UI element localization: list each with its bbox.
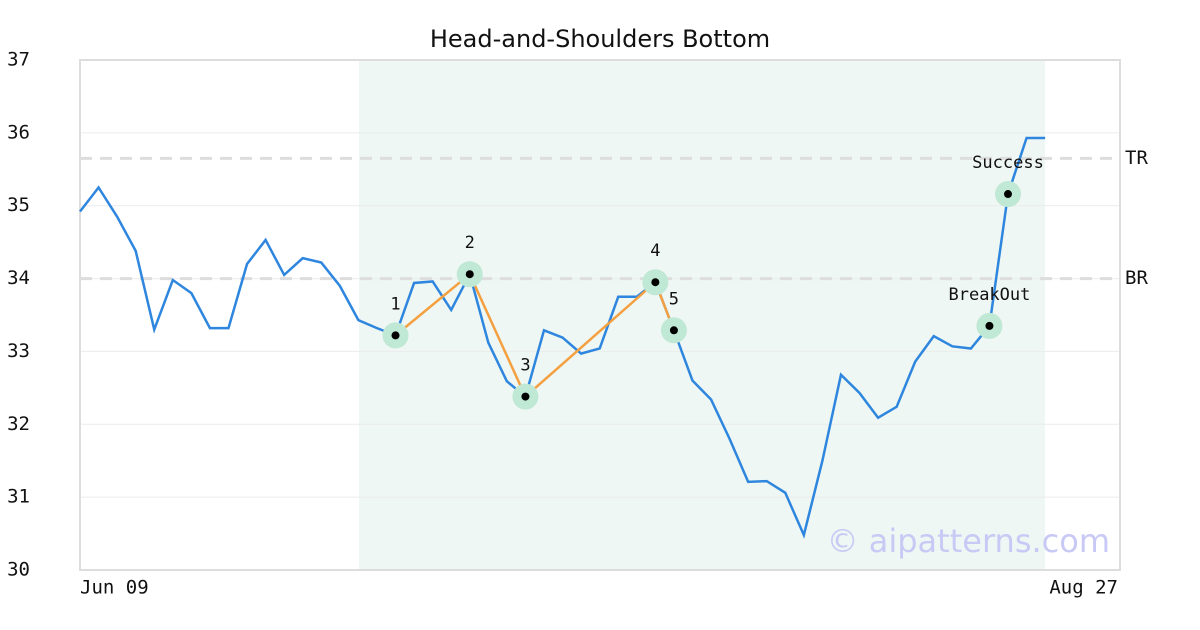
point-dot	[391, 331, 400, 340]
point-label: 3	[520, 356, 530, 376]
grid	[80, 59, 1120, 571]
y-tick-label: 32	[7, 413, 30, 435]
y-tick-label: 34	[7, 267, 30, 289]
pattern-region	[359, 60, 1045, 570]
point-label: BreakOut	[948, 285, 1030, 305]
point-dot	[669, 326, 678, 335]
point-dot	[1004, 190, 1012, 199]
plot-frame	[79, 59, 1121, 571]
point-label: 4	[650, 241, 660, 261]
point-label: 1	[390, 294, 400, 314]
y-tick-label: 36	[7, 121, 30, 143]
point-label: Success	[972, 153, 1044, 173]
point-dot	[465, 270, 474, 279]
y-tick-label: 33	[7, 340, 30, 362]
price-line	[79, 136, 1046, 539]
point-label: 5	[669, 289, 679, 309]
y-tick-label: 35	[7, 194, 30, 216]
y-tick-label: 31	[7, 486, 30, 508]
point-dot	[651, 278, 660, 287]
watermark: © aipatterns.com	[827, 522, 1110, 560]
reference-label: TR	[1125, 147, 1148, 169]
chart-title: Head-and-Shoulders Bottom	[430, 25, 770, 53]
point-dot	[521, 392, 530, 401]
y-tick-label: 37	[7, 49, 30, 71]
reference-label: BR	[1125, 267, 1148, 289]
y-tick-label: 30	[7, 559, 30, 581]
point-dot	[985, 321, 994, 330]
x-tick-label: Jun 09	[80, 577, 149, 599]
x-tick-label: Aug 27	[1049, 577, 1118, 599]
point-label: 2	[465, 233, 475, 253]
